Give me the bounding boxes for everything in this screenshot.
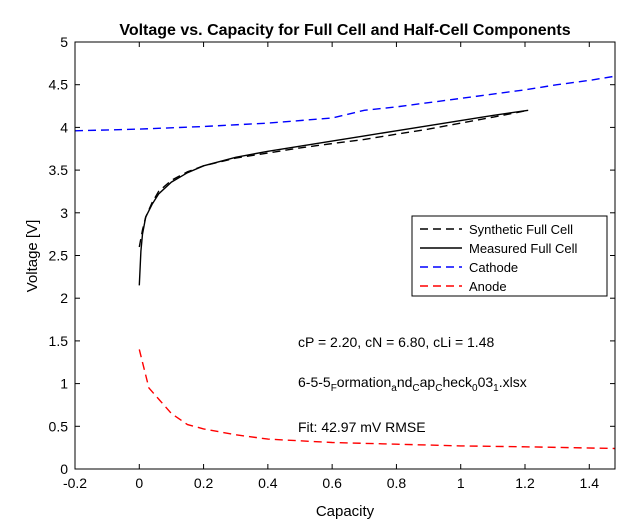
x-tick-label: 1.4 <box>580 475 600 491</box>
legend-label: Anode <box>469 279 507 294</box>
tick-layer: -0.2 0 0.2 0.4 0.6 0.8 1 1.2 1.400.511.522.533.5… <box>49 34 615 491</box>
x-tick-label: 0 <box>135 475 143 491</box>
annotation-fit: Fit: 42.97 mV RMSE <box>298 419 426 435</box>
annotation-params-text: cP = 2.20, cN = 6.80, cLi = 1.48 <box>298 334 494 350</box>
x-axis-label: Capacity <box>316 503 375 520</box>
legend-label: Measured Full Cell <box>469 241 577 256</box>
legend-label: Synthetic Full Cell <box>469 222 573 237</box>
legend: Synthetic Full Cell Measured Full Cell Cat… <box>411 215 608 297</box>
y-axis-label: Voltage [V] <box>24 220 41 293</box>
x-tick-label: -0.2 <box>63 475 87 491</box>
y-tick-label: 1.5 <box>49 333 69 349</box>
y-tick-label: 1 <box>60 376 68 392</box>
series-line-anode <box>138 349 616 450</box>
y-tick-label: 0.5 <box>49 418 69 434</box>
y-tick-label: 2 <box>60 290 68 306</box>
series-line-measured-full-cell <box>138 109 529 286</box>
y-tick-label: 0 <box>60 461 68 477</box>
annotation-filename: 6-5-5FormationandCapCheck0031.xlsx <box>298 374 527 394</box>
x-tick-label: 0.6 <box>322 475 342 491</box>
annotation-filename-text: 6-5-5FormationandCapCheck0031.xlsx <box>298 374 527 394</box>
x-tick-label: 0.2 <box>194 475 214 491</box>
y-tick-label: 3 <box>60 205 68 221</box>
legend-items: Synthetic Full Cell Measured Full Cell Cat… <box>420 222 577 294</box>
x-tick-label: 0.8 <box>387 475 407 491</box>
y-tick-label: 5 <box>60 34 68 50</box>
y-tick-label: 4 <box>60 119 68 135</box>
legend-box <box>411 215 608 297</box>
series-line-cathode <box>74 75 616 132</box>
y-tick-label: 3.5 <box>49 162 69 178</box>
y-tick-label: 2.5 <box>49 248 69 264</box>
x-tick-label: 1.2 <box>515 475 535 491</box>
x-tick-label: 1 <box>457 475 465 491</box>
x-tick-label: 0.4 <box>258 475 278 491</box>
legend-label: Cathode <box>469 260 518 275</box>
chart-title: Voltage vs. Capacity for Full Cell and H… <box>119 22 570 39</box>
annotation-params: cP = 2.20, cN = 6.80, cLi = 1.48 <box>298 334 494 350</box>
series-layer <box>74 75 616 450</box>
y-tick-label: 4.5 <box>49 77 69 93</box>
annotation-fit-text: Fit: 42.97 mV RMSE <box>298 419 426 435</box>
